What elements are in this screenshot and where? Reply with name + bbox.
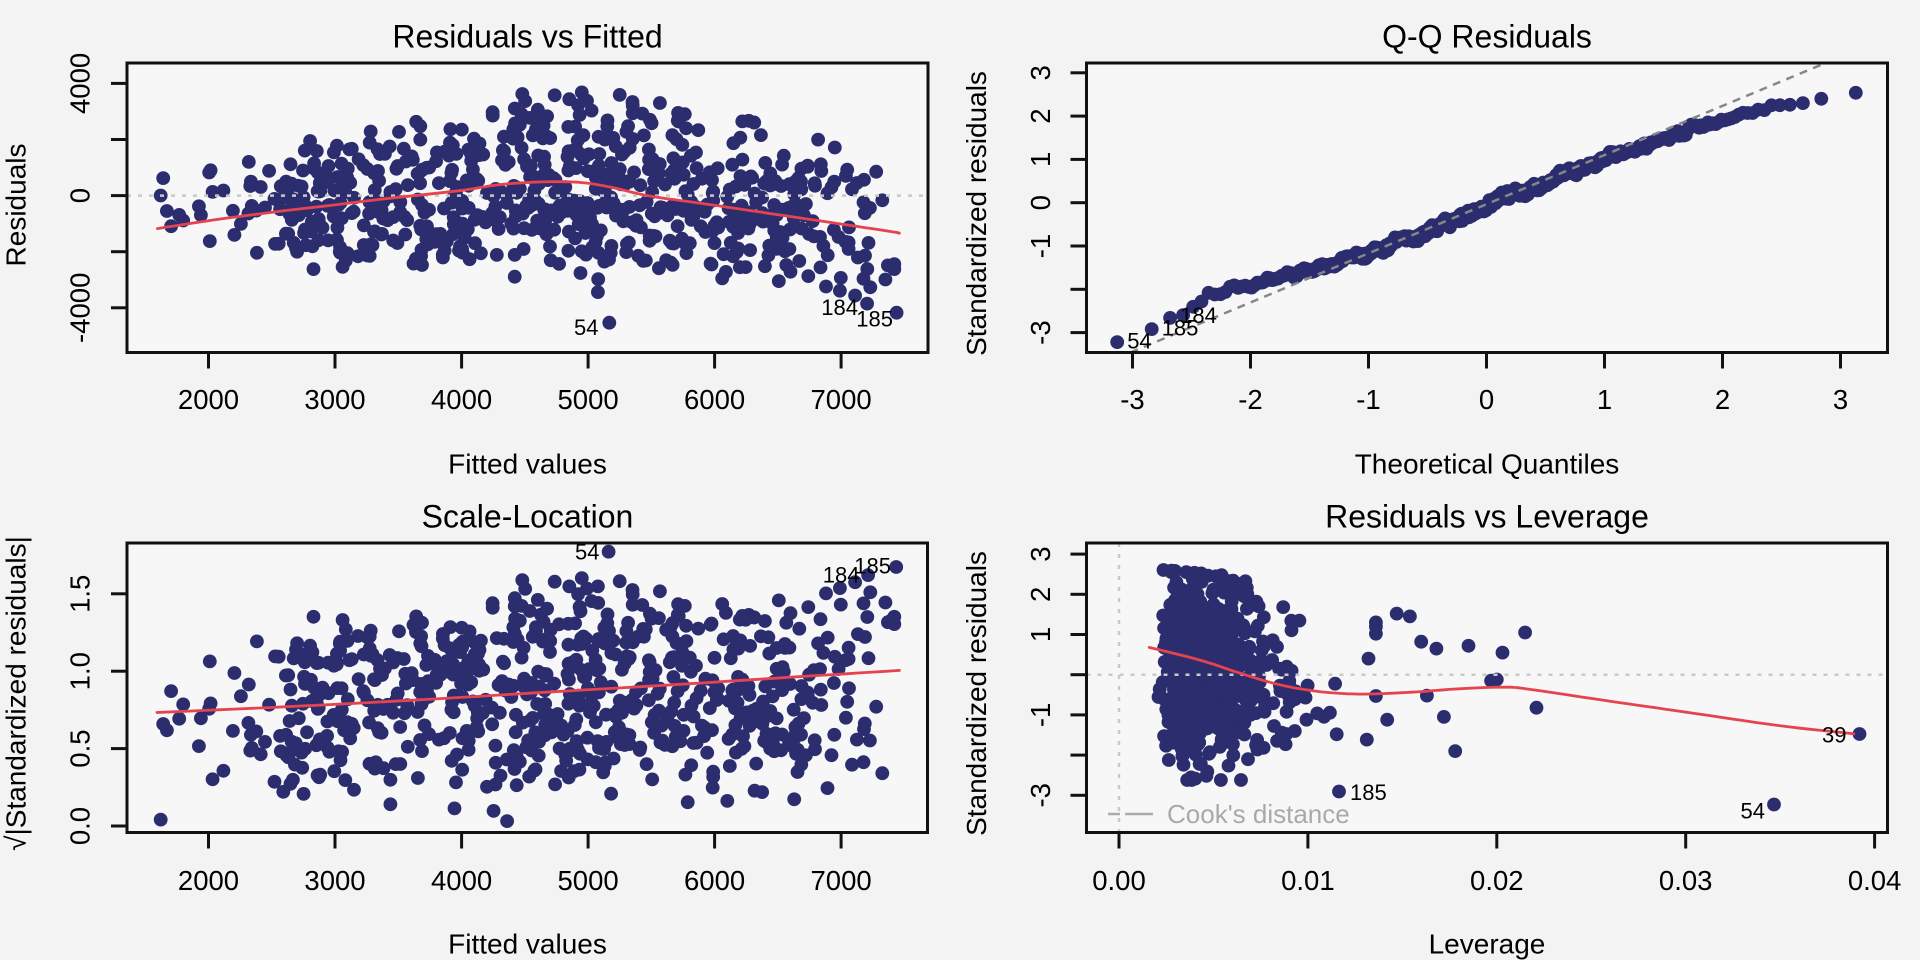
svg-text:0.04: 0.04 xyxy=(1848,865,1902,896)
svg-text:Fitted values: Fitted values xyxy=(448,929,607,960)
svg-text:Residuals vs Fitted: Residuals vs Fitted xyxy=(392,19,662,55)
svg-text:Leverage: Leverage xyxy=(1429,929,1546,960)
svg-text:2: 2 xyxy=(1025,108,1056,123)
svg-text:Residuals vs Leverage: Residuals vs Leverage xyxy=(1325,499,1649,535)
svg-text:54: 54 xyxy=(575,540,599,565)
svg-text:185: 185 xyxy=(1162,316,1199,341)
svg-text:3000: 3000 xyxy=(304,865,365,896)
svg-text:1: 1 xyxy=(1025,627,1056,642)
svg-text:2: 2 xyxy=(1715,384,1730,415)
svg-text:Scale-Location: Scale-Location xyxy=(422,499,634,535)
svg-text:-3: -3 xyxy=(1120,384,1144,415)
svg-text:0.01: 0.01 xyxy=(1281,865,1335,896)
svg-text:-4000: -4000 xyxy=(65,273,96,343)
svg-text:54: 54 xyxy=(574,315,598,340)
svg-text:Residuals: Residuals xyxy=(1,144,32,267)
svg-text:185: 185 xyxy=(1350,780,1387,805)
svg-text:54: 54 xyxy=(1127,329,1151,354)
svg-text:1.5: 1.5 xyxy=(65,575,96,613)
svg-text:5000: 5000 xyxy=(558,865,619,896)
svg-text:Cook's distance: Cook's distance xyxy=(1167,799,1350,829)
svg-text:4000: 4000 xyxy=(431,384,492,415)
svg-text:0: 0 xyxy=(1025,195,1056,210)
svg-text:184: 184 xyxy=(1180,303,1217,328)
svg-text:4000: 4000 xyxy=(431,865,492,896)
svg-text:0: 0 xyxy=(65,188,96,203)
svg-text:Standardized residuals: Standardized residuals xyxy=(961,71,992,356)
svg-text:-3: -3 xyxy=(1025,783,1056,807)
svg-text:Fitted values: Fitted values xyxy=(448,449,607,480)
svg-text:4000: 4000 xyxy=(65,53,96,114)
svg-text:3: 3 xyxy=(1025,546,1056,561)
svg-text:Theoretical Quantiles: Theoretical Quantiles xyxy=(1355,449,1620,480)
svg-text:3000: 3000 xyxy=(304,384,365,415)
svg-text:2000: 2000 xyxy=(178,384,239,415)
svg-text:185: 185 xyxy=(856,307,893,332)
svg-text:-1: -1 xyxy=(1356,384,1380,415)
svg-text:6000: 6000 xyxy=(684,865,745,896)
svg-text:6000: 6000 xyxy=(684,384,745,415)
svg-text:54: 54 xyxy=(1741,799,1765,824)
svg-text:2: 2 xyxy=(1025,587,1056,602)
svg-text:185: 185 xyxy=(854,554,891,579)
svg-text:7000: 7000 xyxy=(811,865,872,896)
svg-text:7000: 7000 xyxy=(811,384,872,415)
svg-text:1: 1 xyxy=(1025,152,1056,167)
svg-text:0.03: 0.03 xyxy=(1659,865,1713,896)
svg-text:-2: -2 xyxy=(1238,384,1262,415)
svg-text:5000: 5000 xyxy=(558,384,619,415)
svg-text:1: 1 xyxy=(1597,384,1612,415)
svg-text:Q-Q Residuals: Q-Q Residuals xyxy=(1382,19,1592,55)
svg-text:0: 0 xyxy=(1479,384,1494,415)
svg-text:-1: -1 xyxy=(1025,234,1056,258)
svg-text:0.00: 0.00 xyxy=(1092,865,1146,896)
svg-text:Standardized residuals: Standardized residuals xyxy=(961,551,992,836)
svg-text:1.0: 1.0 xyxy=(65,652,96,690)
svg-text:39: 39 xyxy=(1822,723,1846,748)
svg-text:-1: -1 xyxy=(1025,703,1056,727)
svg-text:2000: 2000 xyxy=(178,865,239,896)
svg-text:0.5: 0.5 xyxy=(65,729,96,767)
svg-text:-3: -3 xyxy=(1025,320,1056,344)
svg-text:184: 184 xyxy=(823,563,860,588)
svg-text:√|Standardized residuals|: √|Standardized residuals| xyxy=(1,536,32,851)
svg-text:0.0: 0.0 xyxy=(65,807,96,845)
svg-text:3: 3 xyxy=(1833,384,1848,415)
svg-text:184: 184 xyxy=(821,295,858,320)
svg-text:0.02: 0.02 xyxy=(1470,865,1524,896)
svg-text:3: 3 xyxy=(1025,65,1056,80)
